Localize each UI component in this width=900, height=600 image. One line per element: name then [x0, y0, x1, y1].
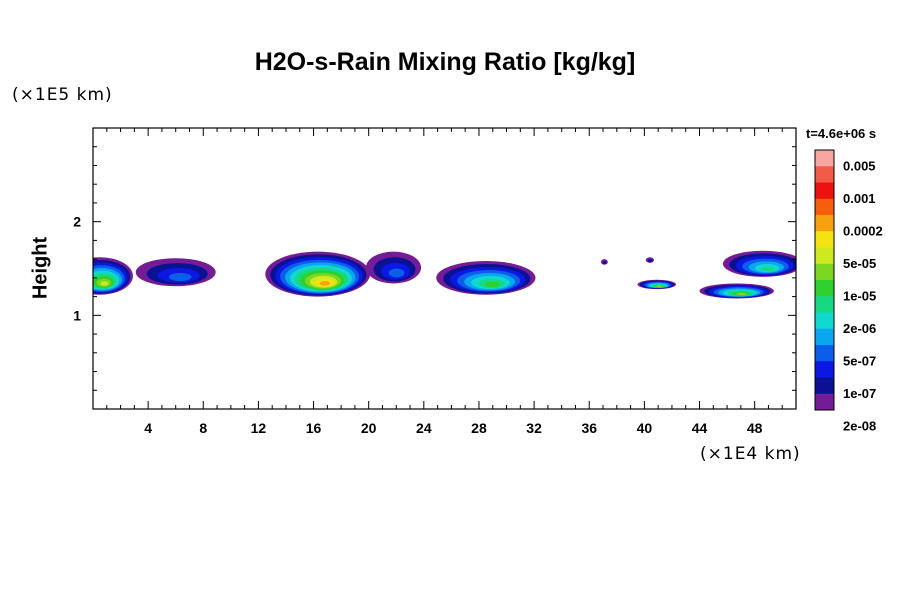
- rain-cell: [645, 257, 655, 263]
- colorbar-swatch: [815, 280, 834, 297]
- rain-contour: [388, 268, 405, 278]
- rain-cell: [436, 261, 536, 295]
- colorbar-label: 2e-06: [843, 321, 876, 336]
- colorbar-swatch: [815, 198, 834, 216]
- rain-cell: [722, 250, 796, 277]
- time-label: t=4.6e+06 s: [806, 126, 877, 141]
- colorbar-swatch: [815, 263, 834, 281]
- colorbar-swatch: [815, 296, 834, 313]
- rain-contour: [602, 261, 607, 265]
- y-tick-label: 2: [73, 214, 81, 230]
- rain-contour: [736, 292, 747, 296]
- colorbar-swatch: [815, 312, 834, 330]
- colorbar-swatch: [815, 215, 834, 232]
- colorbar-swatch: [815, 328, 834, 346]
- colorbar-swatch: [815, 393, 834, 411]
- colorbar-label: 1e-05: [843, 288, 876, 303]
- x-tick-label: 16: [306, 420, 322, 436]
- colorbar-label: 0.0002: [843, 223, 883, 238]
- x-tick-label: 28: [471, 420, 487, 436]
- rain-contour: [319, 281, 331, 286]
- x-tick-label: 4: [144, 420, 152, 436]
- colorbar-label: 0.001: [843, 191, 876, 206]
- colorbar-label: 5e-05: [843, 256, 876, 271]
- rain-contour: [647, 259, 653, 263]
- colorbar-swatch: [815, 182, 834, 200]
- rain-contour: [100, 281, 109, 286]
- colorbar-swatch: [815, 150, 834, 167]
- rain-contour: [485, 282, 500, 287]
- y-axis-scale-label: (×1E5 km): [12, 85, 113, 105]
- colorbar-frame: [814, 149, 835, 411]
- x-tick-label: 8: [199, 420, 207, 436]
- rain-contour: [656, 285, 662, 288]
- colorbar-swatch: [815, 247, 834, 265]
- x-tick-label: 36: [581, 420, 597, 436]
- colorbar-label: 5e-07: [843, 353, 876, 368]
- colorbar-label: 2e-08: [843, 418, 876, 433]
- x-tick-label: 20: [361, 420, 377, 436]
- rain-cell: [600, 259, 608, 265]
- y-tick-label: 1: [73, 307, 81, 323]
- x-tick-label: 24: [416, 420, 432, 436]
- rain-cell: [135, 258, 216, 287]
- chart-title: H2O-s-Rain Mixing Ratio [kg/kg]: [254, 48, 636, 76]
- rain-contour: [168, 272, 192, 282]
- colorbar: 0.005 0.001 0.0002 5e-05 1e-05 2e-06 5e-07 1e-0…: [814, 149, 883, 433]
- colorbar-swatch: [815, 231, 834, 248]
- colorbar-label: 1e-07: [843, 386, 876, 401]
- plot-frame: [92, 127, 797, 410]
- x-tick-label: 48: [747, 420, 763, 436]
- rain-cell: [93, 257, 133, 295]
- rain-cell: [637, 279, 677, 290]
- rain-cell: [365, 251, 422, 284]
- colorbar-swatch: [815, 345, 834, 362]
- rain-cell: [699, 283, 774, 299]
- x-tick-label: 44: [692, 420, 708, 436]
- rain-cell: [265, 251, 371, 297]
- rain-contour: [761, 266, 775, 272]
- colorbar-swatch: [815, 377, 834, 395]
- x-tick-label: 12: [251, 420, 267, 436]
- rain-field-layer: [93, 250, 796, 299]
- x-tick-label: 40: [637, 420, 653, 436]
- x-tick-label: 32: [526, 420, 542, 436]
- colorbar-swatch: [815, 361, 834, 378]
- colorbar-swatch: [815, 166, 834, 183]
- colorbar-label: 0.005: [843, 158, 876, 173]
- x-axis-scale-label: (×1E4 km): [700, 444, 801, 464]
